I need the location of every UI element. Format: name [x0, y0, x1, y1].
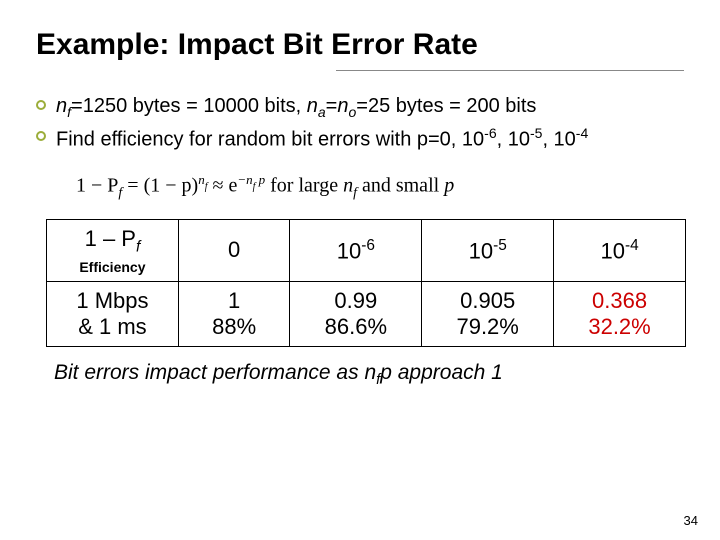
page-number: 34	[684, 513, 698, 528]
task-line: Find efficiency for random bit errors wi…	[36, 124, 684, 154]
header-pf: 1 – Pf Efficiency	[47, 220, 179, 281]
formula: 1 − Pf = (1 − p)nf ≈ e−nf p for large nf…	[76, 172, 684, 202]
cell-p2: 0.90579.2%	[422, 281, 554, 346]
cell-p0: 188%	[178, 281, 290, 346]
header-p0: 0	[178, 220, 290, 281]
row-label: 1 Mbps & 1 ms	[47, 281, 179, 346]
bullet-icon	[36, 131, 46, 141]
conclusion: Bit errors impact performance as nfp app…	[54, 361, 684, 388]
param-text: nf=1250 bytes = 10000 bits, na=no=25 byt…	[56, 93, 536, 122]
header-p2: 10-5	[422, 220, 554, 281]
param-line: nf=1250 bytes = 10000 bits, na=no=25 byt…	[36, 93, 684, 122]
title-underline	[336, 70, 684, 71]
bullet-icon	[36, 100, 46, 110]
header-p3: 10-4	[554, 220, 686, 281]
cell-p1: 0.9986.6%	[290, 281, 422, 346]
header-p1: 10-6	[290, 220, 422, 281]
cell-p3: 0.36832.2%	[554, 281, 686, 346]
slide-title: Example: Impact Bit Error Rate	[36, 28, 684, 62]
task-text: Find efficiency for random bit errors wi…	[56, 124, 588, 154]
efficiency-table: 1 – Pf Efficiency 0 10-6 10-5 10-4 1 Mbp…	[46, 219, 686, 346]
table-row: 1 – Pf Efficiency 0 10-6 10-5 10-4	[47, 220, 686, 281]
table-row: 1 Mbps & 1 ms 188% 0.9986.6% 0.90579.2% …	[47, 281, 686, 346]
